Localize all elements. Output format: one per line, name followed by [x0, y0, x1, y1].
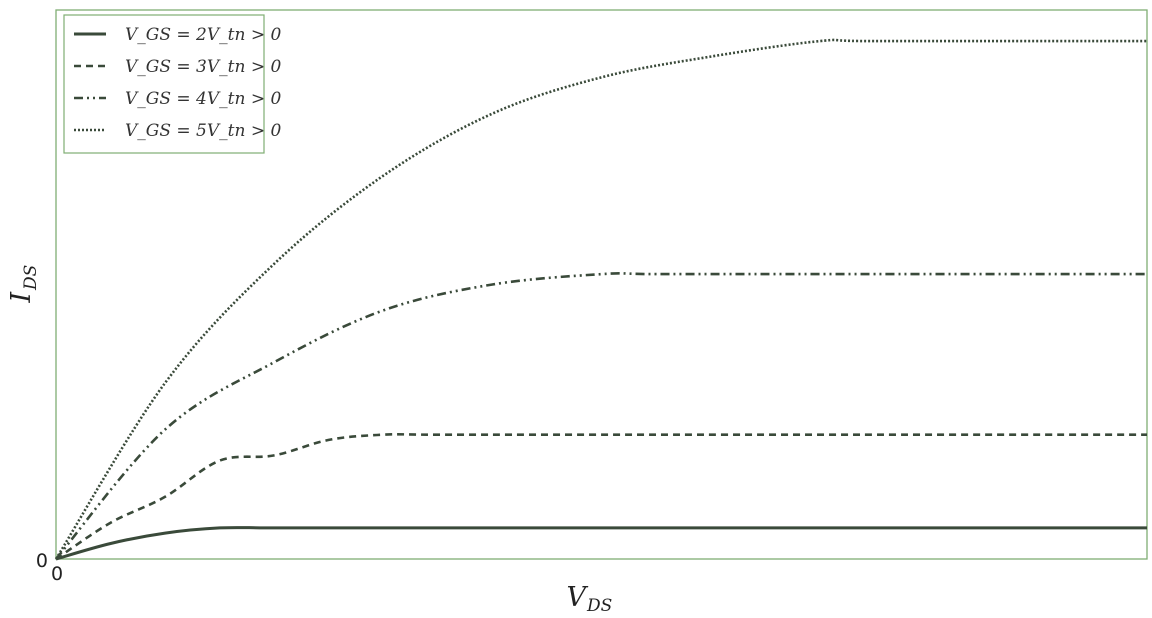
legend-label-vgs-2: V_GS = 2V_tn > 0 — [125, 25, 281, 45]
plot-frame — [55, 9, 1148, 560]
legend: V_GS = 2V_tn > 0 V_GS = 3V_tn > 0 V_GS = 4… — [63, 14, 281, 154]
y-tick-label: 0 — [36, 550, 48, 572]
series-line-vgs-3 — [55, 433, 1147, 561]
svg-text:DS: DS — [21, 265, 41, 291]
svg-text:V: V — [567, 582, 589, 613]
x-axis-label: V DS — [567, 582, 613, 616]
svg-text:DS: DS — [586, 596, 612, 616]
legend-box — [63, 14, 265, 154]
y-axis-label: I DS — [6, 265, 41, 304]
legend-label-vgs-5: V_GS = 5V_tn > 0 — [125, 121, 281, 141]
legend-label-vgs-3: V_GS = 3V_tn > 0 — [125, 57, 281, 77]
series-layer — [54, 38, 1147, 561]
x-tick-label: 0 — [51, 563, 63, 585]
series-line-vgs-2 — [55, 526, 1147, 561]
legend-label-vgs-4: V_GS = 4V_tn > 0 — [125, 89, 281, 109]
svg-text:I: I — [6, 291, 37, 304]
series-line-vgs-5 — [54, 38, 1147, 560]
